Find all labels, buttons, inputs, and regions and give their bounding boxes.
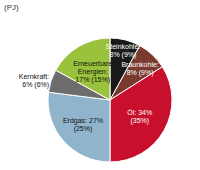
svg-text:Kernkraft:6% (6%): Kernkraft:6% (6%)	[19, 73, 49, 89]
svg-text:Steinkohle:8% (9%): Steinkohle:8% (9%)	[106, 42, 141, 58]
html-text:(PJ): (PJ)	[4, 3, 19, 12]
svg-text:Öl: 34%(35%): Öl: 34%(35%)	[127, 109, 152, 125]
svg-text:ErneuerbareEnergien:17% (15%): ErneuerbareEnergien:17% (15%)	[73, 59, 112, 83]
svg-text:Braunkohle:8% (9%): Braunkohle:8% (9%)	[121, 60, 158, 76]
svg-text:Erdgas: 27%(25%): Erdgas: 27%(25%)	[63, 116, 103, 132]
